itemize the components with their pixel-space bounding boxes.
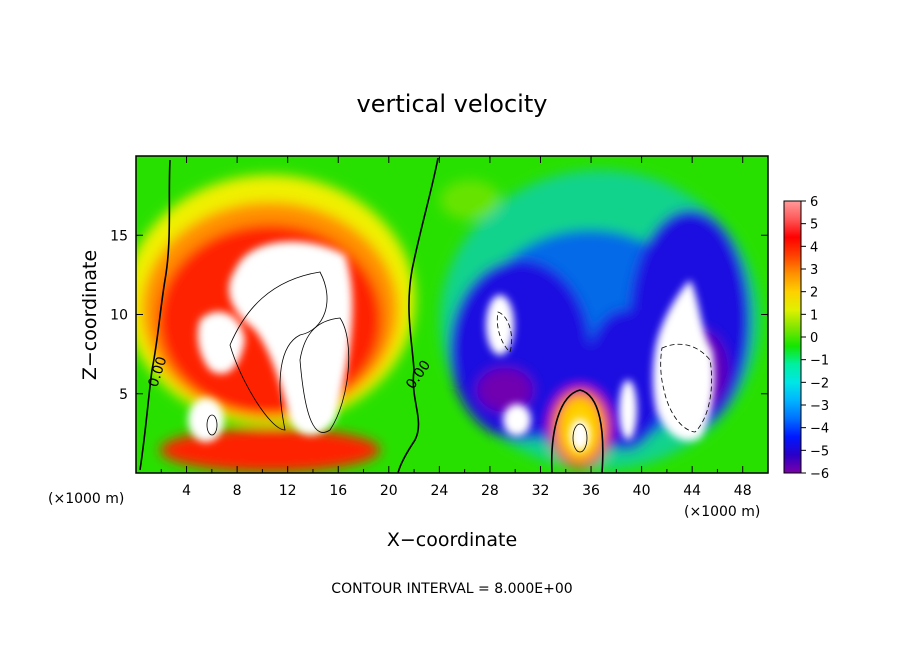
colorbar-tick-label: 6: [810, 195, 818, 210]
colorbar-tick-label: −5: [810, 444, 829, 459]
x-axis-title: X−coordinate: [387, 529, 517, 551]
negative-contour: [496, 311, 513, 353]
y-axis-title: Z−coordinate: [79, 250, 101, 380]
saturated-core: [619, 380, 637, 440]
y-axis-ticks: 5 10 15: [110, 228, 768, 403]
colorbar-ticks: 6 5 4 3 2 1 0 −1 −2 −3 −4 −5 −6: [801, 195, 829, 482]
colorbar-tick-label: 1: [810, 308, 818, 323]
x-tick-label: 24: [430, 483, 448, 499]
colorbar-tick-label: −4: [810, 422, 829, 437]
zero-contour-left: [139, 159, 171, 471]
colorbar-tick-label: −6: [810, 467, 829, 482]
x-tick-label: 28: [481, 483, 499, 499]
field-blob: [440, 180, 500, 220]
colorbar-tick-label: 2: [810, 286, 818, 301]
colorbar-tick-label: 0: [810, 331, 818, 346]
x-tick-label: 16: [329, 483, 347, 499]
x-unit-left: (×1000 m): [48, 491, 124, 507]
x-tick-label: 32: [532, 483, 550, 499]
y-tick-label: 10: [110, 308, 128, 324]
y-tick-label: 5: [119, 387, 128, 403]
x-tick-label: 20: [380, 483, 398, 499]
colorbar-tick-label: −2: [810, 376, 829, 391]
x-tick-label: 8: [233, 483, 242, 499]
colorbar: [783, 200, 802, 474]
zero-contour-middle: [397, 157, 439, 473]
positive-contour: [206, 414, 218, 436]
saturated-core: [188, 398, 224, 442]
colorbar-tick-label: −1: [810, 354, 829, 369]
x-tick-label: 36: [582, 483, 600, 499]
saturated-core: [652, 280, 715, 441]
colorbar-tick-label: −3: [810, 399, 829, 414]
negative-contours: [496, 311, 713, 433]
field-blob: [477, 368, 533, 412]
saturated-core: [486, 295, 514, 355]
negative-contour: [660, 343, 713, 433]
saturated-core: [503, 404, 531, 436]
heatmap-field: [136, 156, 768, 473]
colorbar-tick-label: 3: [810, 263, 818, 278]
zero-contour-bottom-right: [550, 389, 604, 473]
x-tick-label: 48: [734, 483, 752, 499]
x-tick-label: 44: [683, 483, 701, 499]
saturated-core: [570, 419, 590, 451]
contour-interval-note: CONTOUR INTERVAL = 8.000E+00: [331, 581, 572, 597]
chart-title: vertical velocity: [357, 90, 548, 118]
colorbar-tick-label: 4: [810, 240, 818, 255]
x-tick-label: 4: [182, 483, 191, 499]
positive-contour: [572, 423, 588, 453]
zero-contours: [139, 157, 604, 473]
x-axis-ticks: 4 8 12 16 20 24 28 32 36 40 44 48: [160, 156, 752, 499]
x-tick-label: 12: [279, 483, 297, 499]
x-tick-label: 40: [633, 483, 651, 499]
y-tick-label: 15: [110, 228, 128, 244]
positive-contour: [299, 317, 350, 433]
saturated-core: [228, 241, 353, 435]
colorbar-tick-label: 5: [810, 218, 818, 233]
x-unit-right: (×1000 m): [684, 504, 760, 520]
positive-contour: [229, 271, 328, 431]
saturated-core: [197, 311, 245, 374]
positive-contours: [206, 271, 588, 453]
